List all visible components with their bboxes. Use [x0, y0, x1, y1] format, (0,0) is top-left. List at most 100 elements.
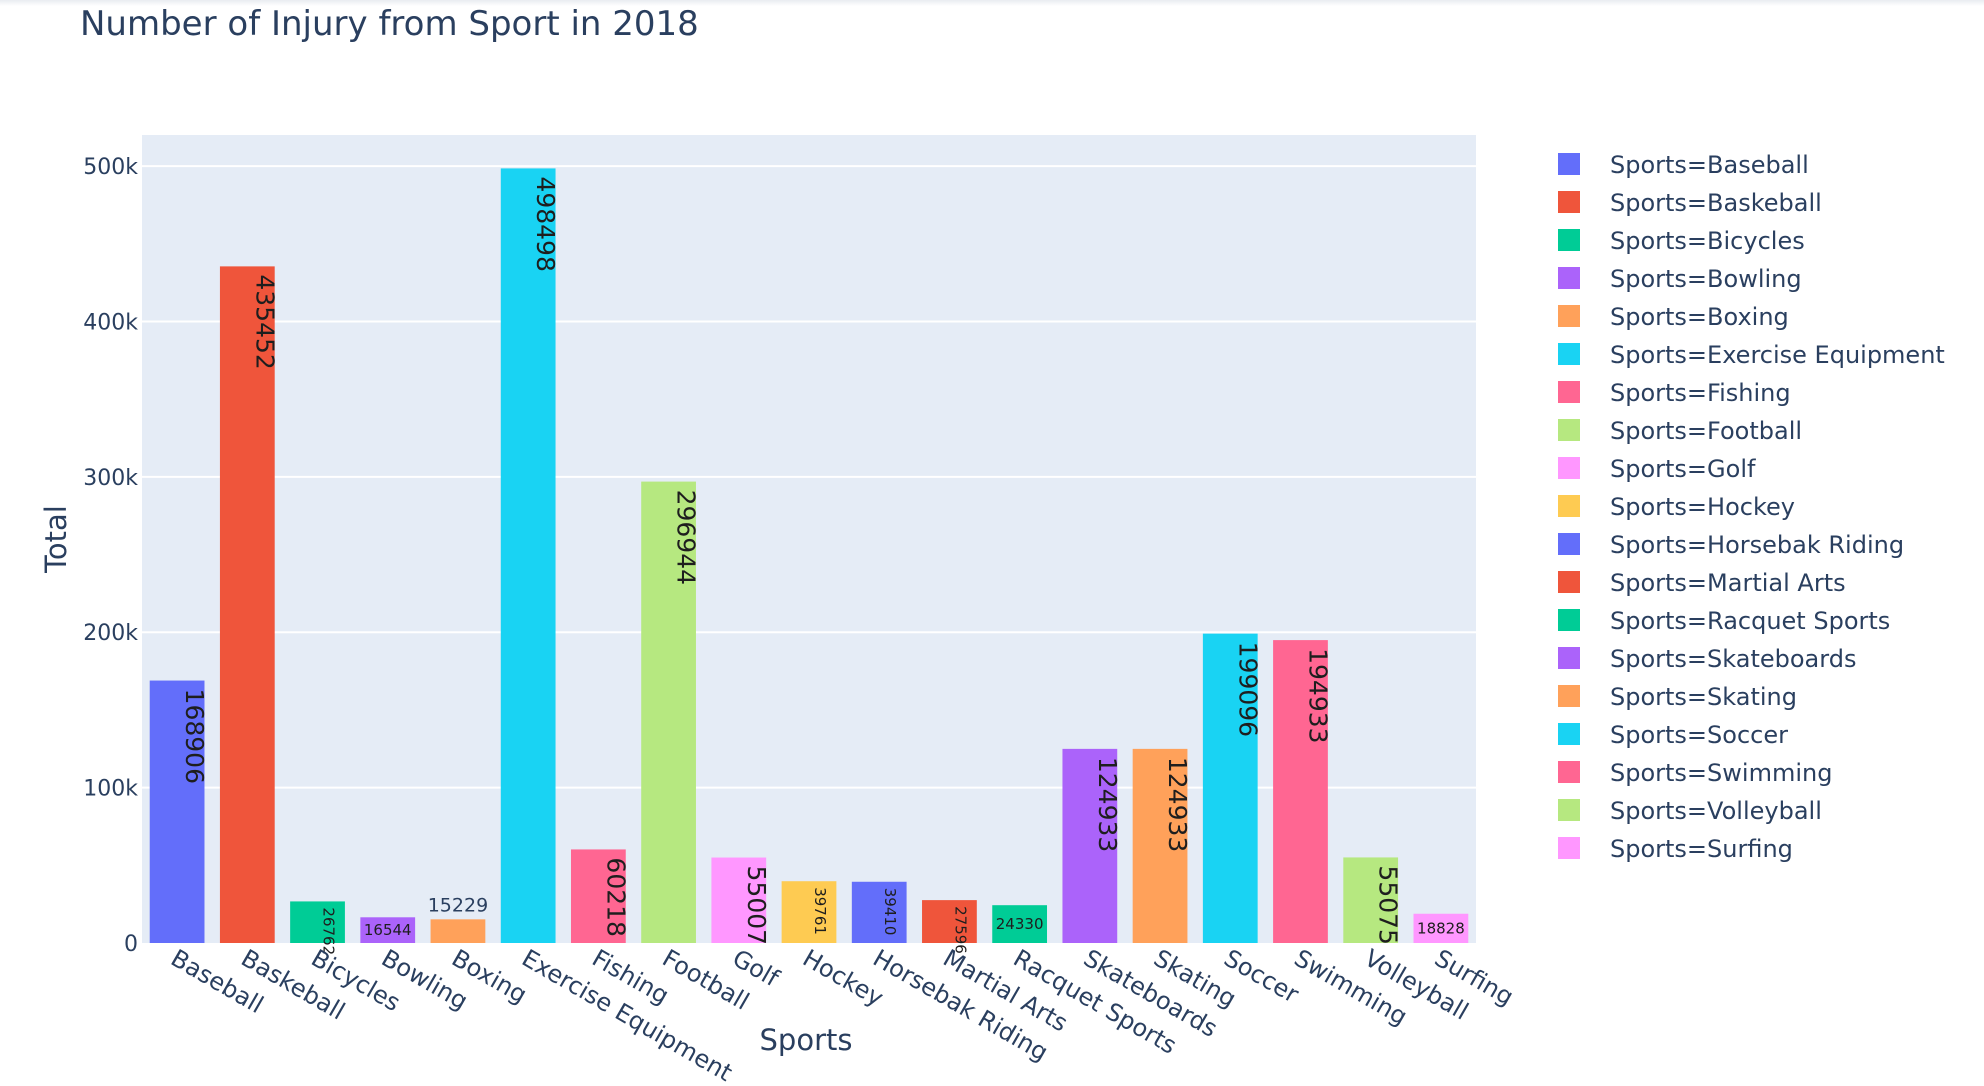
bar-value-label: 24330 — [996, 915, 1044, 933]
legend-item[interactable]: Sports=Surfing — [1558, 835, 1793, 863]
bar-horsebak-riding[interactable] — [851, 881, 907, 943]
legend-item[interactable]: Sports=Baskeball — [1558, 189, 1822, 217]
bar-surfing[interactable] — [1413, 913, 1469, 943]
legend-label: Sports=Horsebak Riding — [1610, 531, 1904, 559]
legend-label: Sports=Football — [1610, 417, 1802, 445]
bar-racquet-sports[interactable] — [992, 905, 1048, 943]
bar-football[interactable] — [641, 481, 696, 943]
legend-swatch — [1558, 799, 1580, 821]
legend-swatch — [1558, 153, 1580, 175]
legend-swatch — [1558, 533, 1580, 555]
y-axis-ticks: 0 100k 200k 300k 400k 500k — [83, 155, 138, 957]
legend-item[interactable]: Sports=Volleyball — [1558, 797, 1822, 825]
bar-bicycles[interactable] — [290, 901, 345, 943]
legend-swatch — [1558, 191, 1580, 213]
legend-item[interactable]: Sports=Bicycles — [1558, 227, 1805, 255]
legend-item[interactable]: Sports=Baseball — [1558, 151, 1809, 179]
bar-value-label: 55007 — [742, 866, 771, 946]
legend-swatch — [1558, 647, 1580, 669]
legend-label: Sports=Baskeball — [1610, 189, 1822, 217]
legend-label: Sports=Martial Arts — [1610, 569, 1846, 597]
bar-soccer[interactable] — [1202, 633, 1258, 943]
legend-item[interactable]: Sports=Exercise Equipment — [1558, 341, 1945, 369]
bar-baseball[interactable] — [149, 680, 205, 943]
legend-swatch — [1558, 571, 1580, 593]
legend-item[interactable]: Sports=Martial Arts — [1558, 569, 1846, 597]
legend-swatch — [1558, 419, 1580, 441]
legend-item[interactable]: Sports=Hockey — [1558, 493, 1795, 521]
bar-value-label: 16544 — [364, 921, 412, 939]
legend-label: Sports=Hockey — [1610, 493, 1795, 521]
legend-item[interactable]: Sports=Swimming — [1558, 759, 1832, 787]
legend-item[interactable]: Sports=Fishing — [1558, 379, 1791, 407]
legend-swatch — [1558, 457, 1580, 479]
legend-label: Sports=Surfing — [1610, 835, 1793, 863]
legend-label: Sports=Bowling — [1610, 265, 1802, 293]
bar-baskeball[interactable] — [219, 266, 275, 943]
legend-swatch — [1558, 305, 1580, 327]
legend-label: Sports=Baseball — [1610, 151, 1809, 179]
legend-item[interactable]: Sports=Football — [1558, 417, 1802, 445]
bar-martial-arts[interactable] — [922, 900, 977, 943]
legend-item[interactable]: Sports=Skating — [1558, 683, 1797, 711]
y-tick-label: 200k — [83, 621, 138, 646]
bar-value-label: 39761 — [811, 887, 829, 935]
bar-value-label: 194933 — [1303, 648, 1332, 743]
legend-item[interactable]: Sports=Racquet Sports — [1558, 607, 1890, 635]
legend-label: Sports=Fishing — [1610, 379, 1791, 407]
legend-label: Sports=Racquet Sports — [1610, 607, 1890, 635]
bar-hockey[interactable] — [781, 881, 837, 943]
legend-label: Sports=Swimming — [1610, 759, 1832, 787]
bar-value-label: 18828 — [1417, 919, 1465, 937]
legend-swatch — [1558, 381, 1580, 403]
legend-swatch — [1558, 723, 1580, 745]
bar-exercise-equipment[interactable] — [500, 168, 556, 944]
x-tick-label: Hockey — [798, 944, 888, 1012]
legend-item[interactable]: Sports=Bowling — [1558, 265, 1802, 293]
bar-value-label: 124933 — [1163, 757, 1192, 852]
y-tick-label: 100k — [83, 777, 138, 802]
bar-value-label: 15229 — [428, 894, 488, 916]
legend-swatch — [1558, 229, 1580, 251]
legend-swatch — [1558, 761, 1580, 783]
bar-value-label: 39410 — [881, 888, 899, 936]
legend-item[interactable]: Sports=Soccer — [1558, 721, 1788, 749]
bar-value-label: 199096 — [1233, 642, 1262, 737]
legend-label: Sports=Soccer — [1610, 721, 1788, 749]
bar-skateboards[interactable] — [1062, 748, 1118, 943]
legend-swatch — [1558, 343, 1580, 365]
bar-value-label: 60218 — [601, 857, 630, 937]
y-axis-title: Total — [39, 505, 73, 574]
top-shadow-bar — [0, 0, 1984, 6]
legend-item[interactable]: Sports=Boxing — [1558, 303, 1789, 331]
bar-value-label: 124933 — [1093, 757, 1122, 852]
bar-volleyball[interactable] — [1343, 857, 1399, 943]
y-tick-label: 400k — [83, 310, 138, 335]
legend-label: Sports=Exercise Equipment — [1610, 341, 1945, 369]
bar-bowling[interactable] — [360, 917, 416, 943]
bar-value-label: 435452 — [250, 274, 279, 369]
x-axis-ticks: BaseballBaskeballBicyclesBowlingBoxingEx… — [166, 944, 1518, 1086]
legend-swatch — [1558, 685, 1580, 707]
x-axis-title: Sports — [760, 1023, 853, 1057]
bar-golf[interactable] — [711, 857, 767, 943]
bar-value-label: 27596 — [951, 906, 969, 954]
bar-boxing[interactable] — [430, 919, 486, 943]
bar-fishing[interactable] — [570, 849, 626, 943]
bar-value-label: 55075 — [1374, 865, 1403, 945]
bar-value-label: 26762 — [320, 907, 338, 955]
legend-item[interactable]: Sports=Golf — [1558, 455, 1756, 483]
legend-swatch — [1558, 609, 1580, 631]
bar-swimming[interactable] — [1273, 640, 1328, 943]
bar-skating[interactable] — [1132, 748, 1188, 943]
chart-title: Number of Injury from Sport in 2018 — [80, 4, 699, 44]
legend-label: Sports=Bicycles — [1610, 227, 1805, 255]
legend-swatch — [1558, 837, 1580, 859]
legend-swatch — [1558, 495, 1580, 517]
legend-item[interactable]: Sports=Horsebak Riding — [1558, 531, 1904, 559]
legend-label: Sports=Boxing — [1610, 303, 1789, 331]
legend[interactable]: Sports=Baseball Sports=Baskeball Sports=Bi… — [1558, 151, 1945, 863]
bar-value-label: 498498 — [531, 176, 560, 271]
legend-item[interactable]: Sports=Skateboards — [1558, 645, 1856, 673]
